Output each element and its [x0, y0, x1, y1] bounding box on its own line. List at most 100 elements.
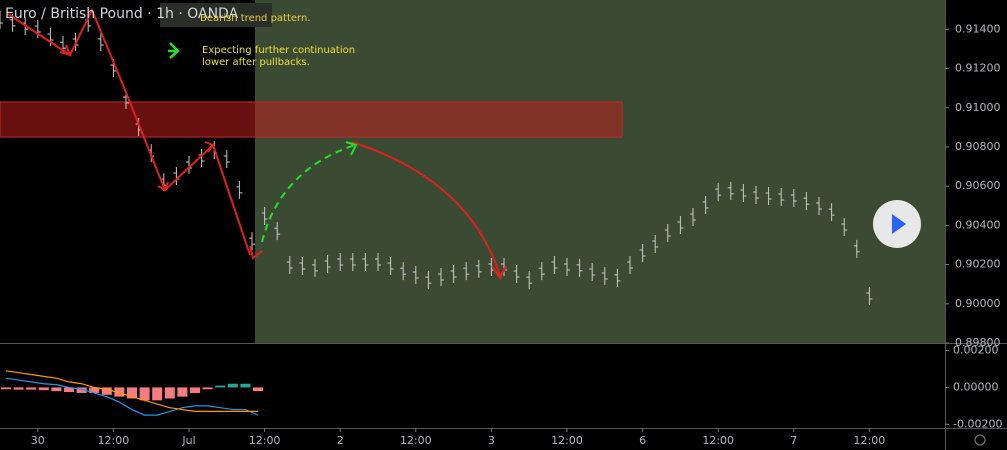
- price-bar: [324, 255, 331, 274]
- price-bar: [249, 232, 255, 251]
- histogram-bar: [215, 385, 226, 388]
- price-bar: [564, 257, 570, 276]
- price-bar: [690, 207, 696, 226]
- price-bar: [866, 286, 873, 305]
- price-bar: [778, 187, 785, 206]
- y-tick-label: -0.00200: [953, 417, 1002, 430]
- price-bar: [803, 192, 810, 211]
- pullback-head: [345, 141, 358, 156]
- x-tick-label: 12:00: [702, 434, 734, 447]
- bullet-icon: [168, 42, 180, 59]
- y-tick-label: 0.90200: [955, 258, 1001, 271]
- price-bar: [475, 259, 482, 278]
- price-bar: [589, 263, 596, 282]
- histogram-bar: [227, 383, 238, 388]
- y-tick-label: 0.90800: [955, 140, 1001, 153]
- histogram-bar: [152, 387, 163, 401]
- price-bar: [639, 244, 646, 263]
- price-bar: [312, 258, 318, 277]
- histogram-bar: [202, 387, 213, 390]
- x-tick-label: 6: [639, 434, 646, 447]
- histogram-bar: [26, 387, 37, 390]
- histogram-bar: [177, 387, 188, 397]
- price-bar: [828, 203, 835, 222]
- trend-arrows: [7, 7, 507, 280]
- y-tick-label: 0.91200: [955, 62, 1001, 75]
- price-bar: [677, 216, 684, 235]
- indicator-line: [5, 377, 259, 416]
- price-bar: [387, 256, 394, 275]
- price-bar: [412, 265, 419, 284]
- price-bar: [790, 188, 797, 207]
- annotation: Expecting further continuation: [202, 45, 355, 56]
- price-bar: [601, 266, 608, 285]
- price-bar: [816, 196, 822, 215]
- price-bar: [753, 186, 759, 205]
- x-tick-label: 12:00: [854, 434, 886, 447]
- histogram-bar: [1, 387, 11, 390]
- price-bar: [853, 239, 860, 258]
- price-bar: [34, 20, 41, 39]
- chart-title: Euro / British Pound · 1h · OANDA: [5, 6, 239, 22]
- x-tick-label: Jul: [181, 434, 195, 447]
- histogram-bar: [89, 387, 100, 393]
- price-bar: [425, 271, 432, 290]
- price-bar: [727, 181, 734, 200]
- settings-icon[interactable]: [974, 434, 986, 446]
- histogram-bar: [253, 387, 263, 392]
- histogram-bar: [101, 387, 112, 395]
- histogram-bar: [114, 387, 125, 397]
- price-bar: [236, 180, 243, 199]
- histogram-bar: [64, 387, 74, 393]
- price-bar: [97, 32, 104, 51]
- zigzag-arrow: [7, 7, 251, 256]
- pullback-arrow: [261, 144, 356, 243]
- y-tick-label: 0.90400: [955, 218, 1001, 231]
- price-bar: [337, 253, 344, 272]
- histogram-bar: [139, 387, 150, 401]
- price-bar: [652, 235, 659, 254]
- price-bar: [538, 262, 545, 281]
- price-bar: [463, 262, 470, 281]
- price-bar: [375, 253, 381, 272]
- histogram-bar: [164, 387, 175, 399]
- price-bar: [286, 255, 293, 274]
- y-tick-label: 0.91400: [955, 22, 1001, 35]
- x-tick-label: 12:00: [551, 434, 583, 447]
- projection-head: [491, 265, 507, 280]
- price-bar: [627, 255, 633, 274]
- x-tick-label: 3: [488, 434, 495, 447]
- x-tick-label: 7: [790, 434, 797, 447]
- indicator-line: [5, 370, 258, 412]
- price-bar: [349, 253, 356, 272]
- price-bar: [841, 217, 848, 236]
- price-bar: [702, 196, 709, 215]
- price-bar: [551, 255, 558, 274]
- price-bar: [526, 271, 533, 290]
- x-tick-label: 30: [31, 434, 45, 447]
- price-bar: [299, 256, 306, 275]
- price-bar: [261, 206, 268, 225]
- y-tick-label: 0.90000: [955, 297, 1001, 310]
- price-bar: [576, 258, 583, 277]
- price-bar: [740, 184, 747, 203]
- y-tick-label: 0.00200: [953, 344, 999, 357]
- x-tick-label: 12:00: [249, 434, 281, 447]
- y-tick-label: 0.91000: [955, 101, 1001, 114]
- y-tick-label: 0.90600: [955, 179, 1001, 192]
- price-bar: [274, 222, 281, 241]
- price-bar: [362, 253, 369, 272]
- play-icon: [892, 214, 906, 234]
- histogram-bar: [190, 387, 200, 393]
- histogram-bar: [51, 387, 62, 392]
- price-bar: [664, 224, 671, 243]
- histogram-bar: [240, 383, 251, 388]
- price-bar: [0, 10, 3, 29]
- histogram-bar: [38, 387, 49, 391]
- price-bar: [765, 187, 772, 205]
- price-bar: [450, 265, 457, 284]
- price-bar: [715, 183, 722, 202]
- resistance-zone: [0, 101, 623, 138]
- histogram-bar: [13, 387, 24, 390]
